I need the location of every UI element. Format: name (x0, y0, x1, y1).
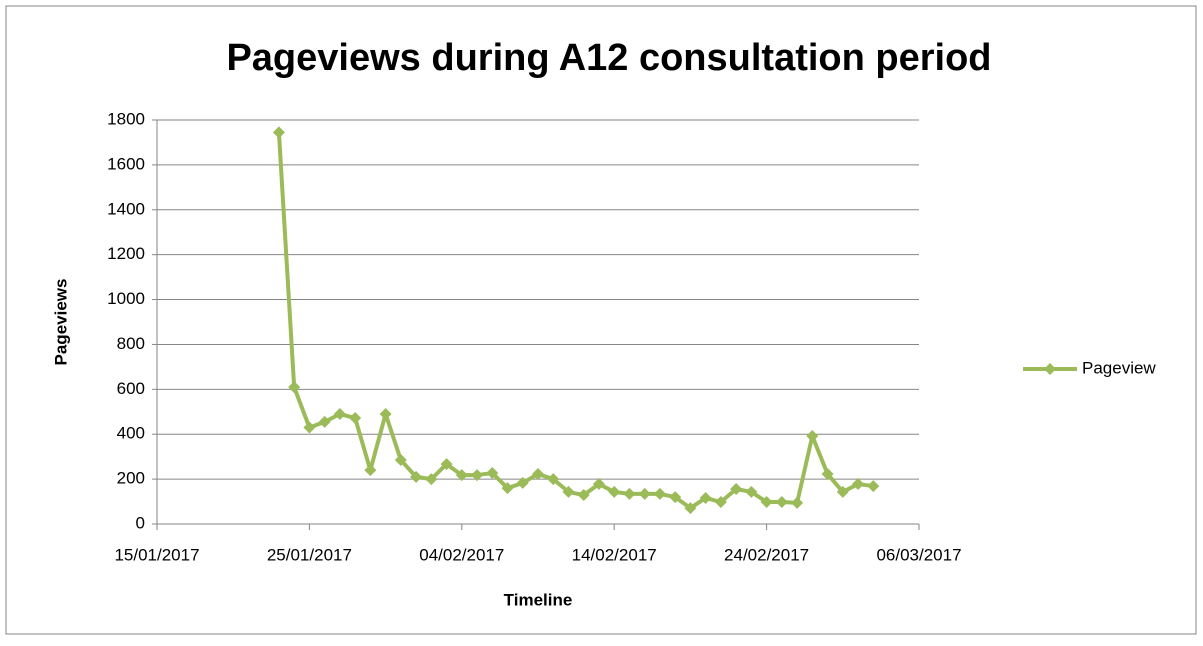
marker (425, 473, 438, 486)
x-tick-label: 25/01/2017 (267, 545, 352, 564)
marker (333, 408, 346, 421)
y-tick-label: 1600 (107, 154, 145, 173)
chart-border (5, 5, 1197, 635)
x-tick-label: 06/03/2017 (876, 545, 961, 564)
x-tick-label: 24/02/2017 (724, 545, 809, 564)
marker (516, 476, 529, 489)
y-tick-label: 1000 (107, 289, 145, 308)
y-tick-label: 0 (136, 513, 145, 532)
chart-title: Pageviews during A12 consultation period (226, 37, 991, 79)
marker (791, 496, 804, 509)
marker (577, 489, 590, 502)
series-line (276, 132, 874, 511)
marker (821, 467, 834, 480)
legend-marker (1044, 363, 1056, 375)
x-tick-label: 14/02/2017 (572, 545, 657, 564)
marker (669, 491, 682, 504)
marker (272, 126, 285, 139)
y-tick-label: 600 (117, 379, 145, 398)
marker (486, 467, 499, 480)
y-tick-label: 200 (117, 469, 145, 488)
marker (760, 496, 773, 509)
marker (714, 496, 727, 509)
marker (684, 502, 697, 515)
marker (867, 480, 880, 493)
marker (699, 491, 712, 504)
marker (836, 485, 849, 498)
marker (410, 470, 423, 483)
marker (440, 458, 453, 471)
y-tick-label: 1800 (107, 109, 145, 128)
marker (303, 421, 316, 434)
marker (379, 408, 392, 421)
marker (562, 485, 575, 498)
marker (638, 487, 651, 500)
marker (288, 381, 301, 394)
x-axis-label: Timeline (504, 590, 573, 609)
marker (653, 487, 666, 500)
marker (730, 482, 743, 495)
marker (318, 415, 331, 428)
marker (532, 467, 544, 480)
marker (364, 464, 377, 477)
marker (471, 469, 484, 482)
y-tick-label: 1200 (107, 244, 145, 263)
marker (775, 496, 788, 509)
marker (455, 469, 468, 482)
marker (852, 478, 865, 491)
y-tick-label: 400 (117, 424, 145, 443)
marker (394, 454, 407, 467)
x-tick-label: 15/01/2017 (114, 545, 199, 564)
marker (745, 485, 758, 498)
marker (501, 482, 514, 495)
marker (806, 430, 819, 443)
marker (623, 487, 636, 500)
marker (547, 473, 560, 486)
x-tick-label: 04/02/2017 (419, 545, 504, 564)
marker (608, 485, 621, 498)
y-tick-label: 800 (117, 334, 145, 353)
y-tick-label: 1400 (107, 199, 145, 218)
legend-label: Pageview (1082, 358, 1156, 377)
marker (349, 412, 362, 425)
y-axis-label: Pageviews (51, 279, 70, 366)
marker (592, 478, 605, 491)
